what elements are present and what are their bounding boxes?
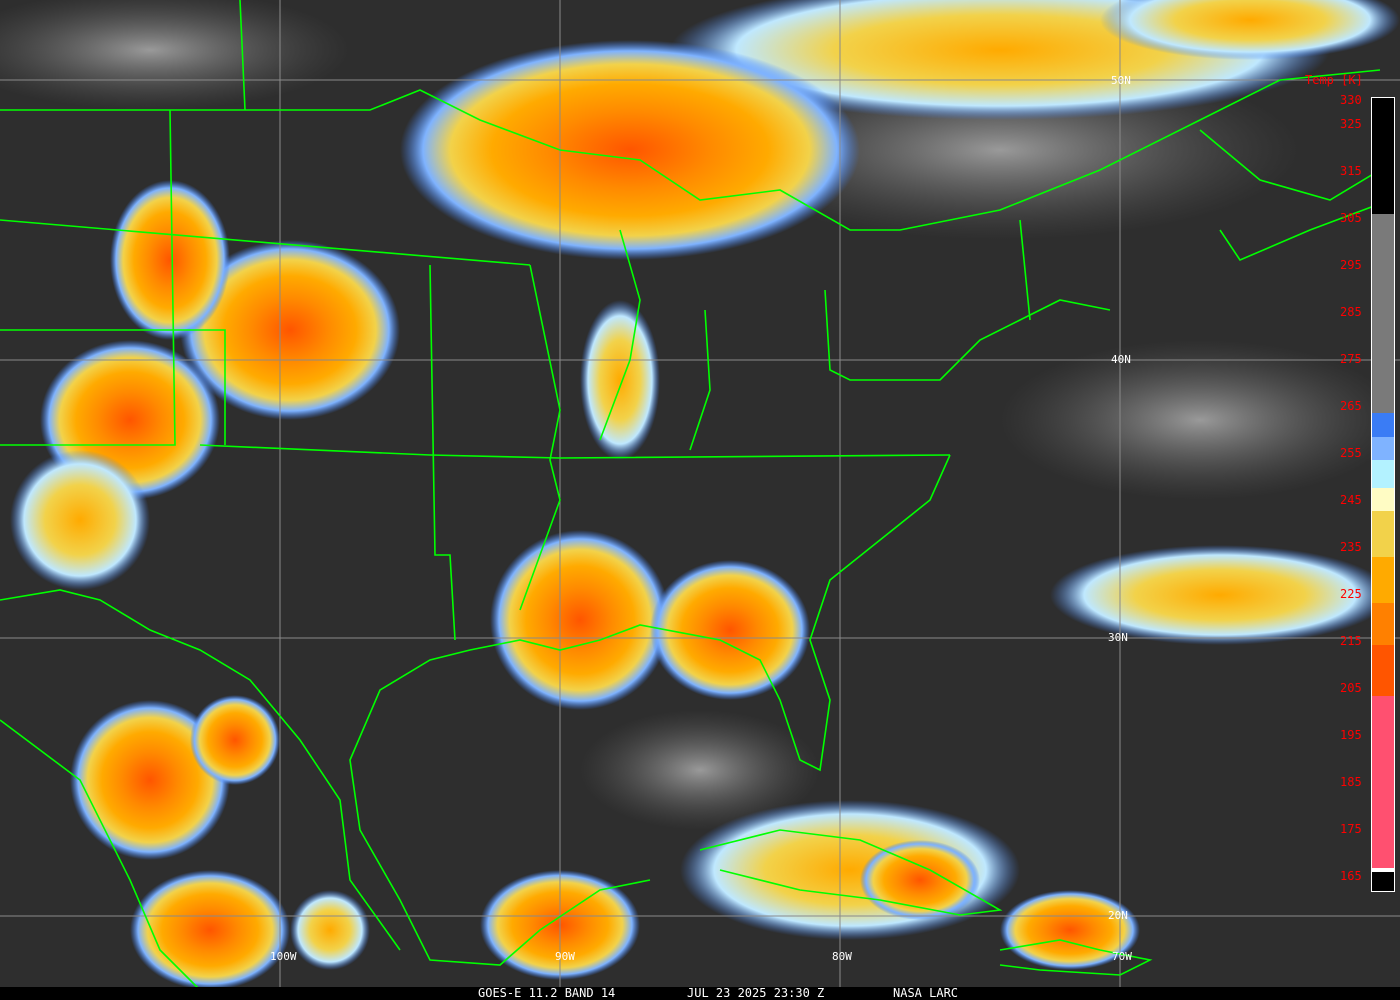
cold-cloud-tops [10, 0, 1400, 990]
colorbar-segment [1372, 603, 1394, 646]
lat-label-40n: 40N [1111, 353, 1131, 366]
colorbar-tick-label: 325 [1340, 116, 1362, 131]
colorbar-segment [1372, 213, 1394, 414]
colorbar-tick-label: 315 [1340, 163, 1362, 178]
lat-label-20n: 20N [1108, 909, 1128, 922]
colorbar-tick-label: 265 [1340, 398, 1362, 413]
colorbar-tick-label: 330 [1340, 93, 1362, 107]
colorbar-segment [1372, 557, 1394, 604]
colorbar-tick-label: 225 [1340, 586, 1362, 601]
lat-label-30n: 30N [1108, 631, 1128, 644]
colorbar-tick-label: 285 [1340, 304, 1362, 319]
colorbar-tick-label: 165 [1340, 869, 1362, 883]
colorbar-segment [1372, 413, 1394, 437]
temperature-colorbar [1371, 97, 1395, 892]
colorbar-tick-label: 195 [1340, 727, 1362, 742]
colorbar-tick-label: 305 [1340, 210, 1362, 225]
colorbar-tick-label: 275 [1340, 351, 1362, 366]
colorbar-tick-label: 175 [1340, 821, 1362, 836]
caption-datetime: JUL 23 2025 23:30 Z [687, 986, 825, 1000]
legend-title: Temp [K] [1305, 73, 1363, 87]
lon-label-80w: 80W [832, 950, 852, 963]
colorbar-segment [1372, 487, 1394, 511]
colorbar-segment [1372, 645, 1394, 697]
colorbar-tick-label: 215 [1340, 633, 1362, 648]
caption-satellite: GOES-E 11.2 BAND 14 [478, 986, 616, 1000]
lon-label-70w: 70W [1112, 950, 1132, 963]
colorbar-tick-label: 255 [1340, 445, 1362, 460]
colorbar-tick-label: 205 [1340, 680, 1362, 695]
colorbar-segment [1372, 867, 1394, 873]
colorbar-segment [1372, 98, 1394, 214]
lon-label-90w: 90W [555, 950, 575, 963]
colorbar-tick-label: 245 [1340, 492, 1362, 507]
image-caption: GOES-E 11.2 BAND 14 JUL 23 2025 23:30 Z … [0, 987, 1400, 1000]
lon-label-100w: 100W [270, 950, 297, 963]
colorbar-segment [1372, 696, 1394, 868]
colorbar-segment [1372, 459, 1394, 488]
colorbar-tick-label: 185 [1340, 774, 1362, 789]
caption-source: NASA LARC [893, 986, 959, 1000]
colorbar-tick-label: 235 [1340, 539, 1362, 554]
colorbar-segment [1372, 872, 1394, 891]
colorbar-segment [1372, 436, 1394, 460]
lat-label-50n: 50N [1111, 74, 1131, 87]
colorbar-tick-label: 295 [1340, 257, 1362, 272]
colorbar-segment [1372, 510, 1394, 558]
